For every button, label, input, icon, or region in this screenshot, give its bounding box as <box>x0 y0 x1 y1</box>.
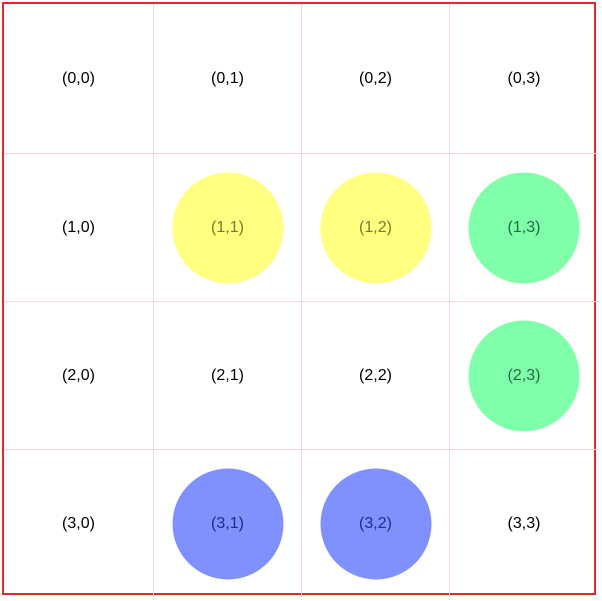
blue-piece[interactable] <box>172 468 283 579</box>
cell-label: (3,3) <box>507 514 541 532</box>
blue-piece[interactable] <box>320 468 431 579</box>
cell-label: (3,1) <box>211 514 244 532</box>
cell-label: (2,3) <box>507 366 541 384</box>
board-cell-0-2[interactable]: (0,2) <box>302 4 450 154</box>
board-cell-1-2[interactable]: (1,2) <box>302 154 450 302</box>
cell-label: (0,1) <box>211 69 244 87</box>
cell-label: (3,2) <box>359 514 392 532</box>
cell-label: (1,1) <box>211 218 244 236</box>
cell-label: (2,1) <box>211 366 244 384</box>
green-piece[interactable] <box>468 172 580 283</box>
board-cell-0-1[interactable]: (0,1) <box>154 4 302 154</box>
cell-label: (1,2) <box>359 218 392 236</box>
cell-label: (1,0) <box>62 218 95 236</box>
board-cell-1-3[interactable]: (1,3) <box>450 154 598 302</box>
yellow-piece[interactable] <box>320 172 431 283</box>
board-cell-1-0[interactable]: (1,0) <box>4 154 154 302</box>
cell-label: (2,0) <box>62 366 95 384</box>
board-cell-3-1[interactable]: (3,1) <box>154 450 302 597</box>
cell-label: (0,3) <box>507 69 541 87</box>
cell-label: (2,2) <box>359 366 392 384</box>
cell-label: (1,3) <box>507 218 541 236</box>
board-cell-2-0[interactable]: (2,0) <box>4 302 154 450</box>
board-cell-0-0[interactable]: (0,0) <box>4 4 154 154</box>
board-cell-3-2[interactable]: (3,2) <box>302 450 450 597</box>
board-cell-3-3[interactable]: (3,3) <box>450 450 598 597</box>
board-cell-2-2[interactable]: (2,2) <box>302 302 450 450</box>
yellow-piece[interactable] <box>172 172 283 283</box>
cell-label: (0,2) <box>359 69 392 87</box>
board-cell-3-0[interactable]: (3,0) <box>4 450 154 597</box>
green-piece[interactable] <box>468 320 580 431</box>
board-cell-2-3[interactable]: (2,3) <box>450 302 598 450</box>
cell-label: (0,0) <box>62 69 95 87</box>
board-cell-0-3[interactable]: (0,3) <box>450 4 598 154</box>
board-cell-1-1[interactable]: (1,1) <box>154 154 302 302</box>
board-cell-2-1[interactable]: (2,1) <box>154 302 302 450</box>
cell-label: (3,0) <box>62 514 95 532</box>
